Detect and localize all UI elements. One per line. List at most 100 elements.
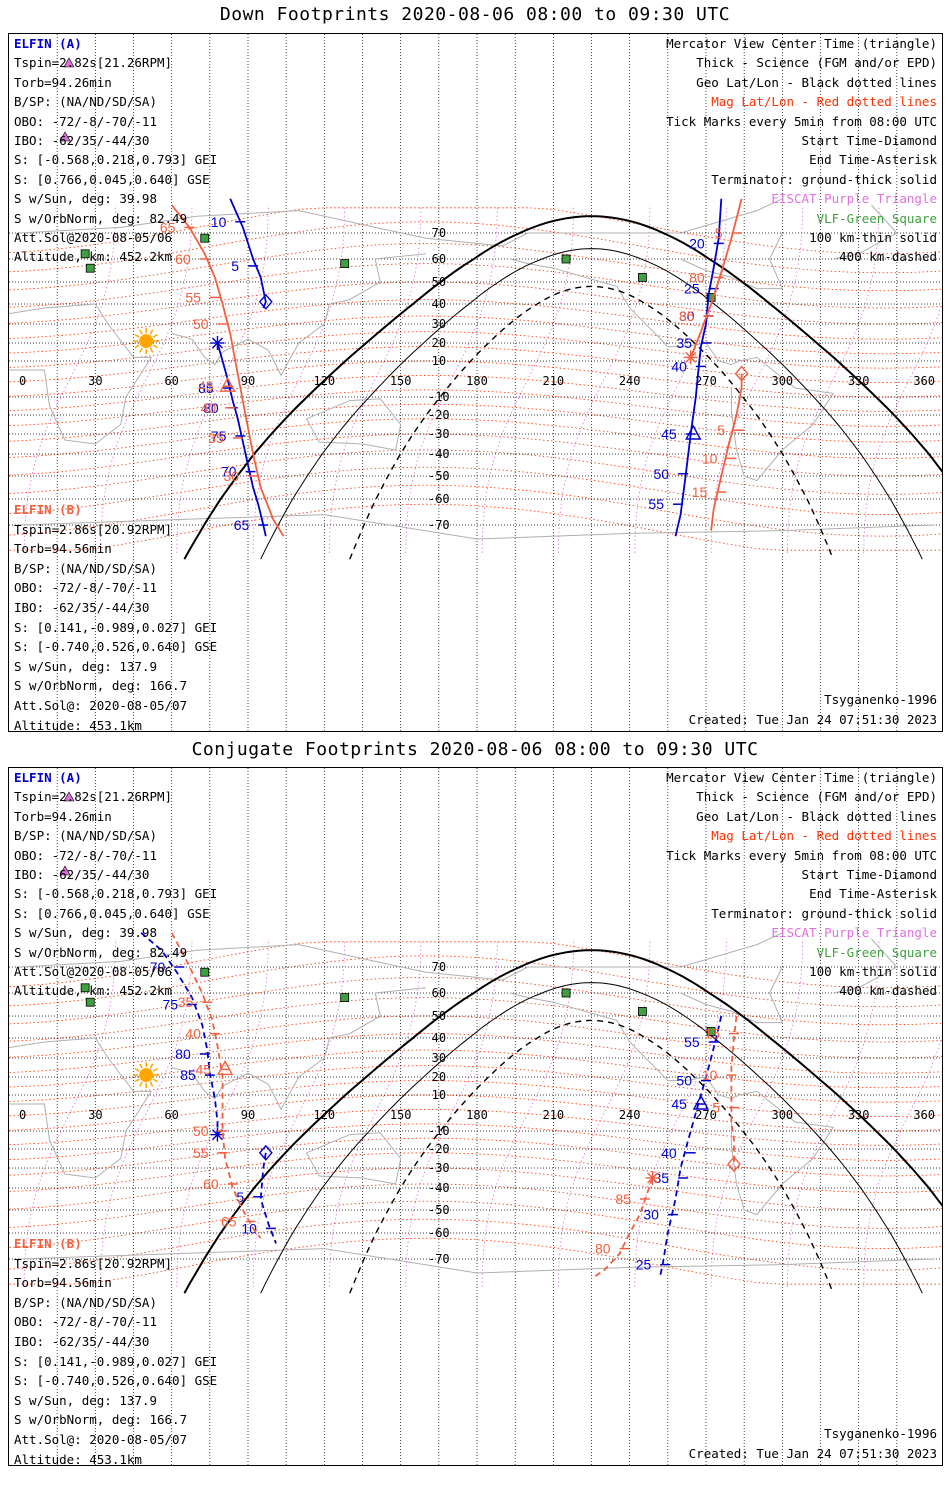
mag-lat-line [9, 484, 942, 537]
elfin-a-info-line: Att.Sol@2020-08-05/06 [14, 230, 173, 245]
track-tick-label: 40 [671, 358, 687, 374]
coastline [306, 398, 402, 451]
coastline [9, 1037, 153, 1179]
sun-ray [149, 1063, 154, 1069]
track-tick-label: 25 [636, 1257, 652, 1273]
track-tick-label: 30 [643, 1207, 659, 1223]
end-asterisk-marker [211, 337, 223, 349]
mag-lat-line [9, 331, 942, 369]
elfin-a-track [140, 932, 219, 1135]
track-tick-label: 80 [595, 1241, 611, 1257]
elfin-b-track [170, 932, 262, 1239]
track-tick-label: 75 [162, 997, 178, 1013]
start-diamond-marker [258, 293, 273, 310]
coastline [833, 938, 898, 994]
track-tick-label: 25 [684, 281, 700, 297]
legend-line: End Time-Asterisk [809, 152, 937, 168]
track-tick-label: 45 [661, 426, 677, 442]
lat-tick-label: 30 [432, 1051, 446, 1065]
coastline [833, 204, 898, 260]
lat-tick-label: -60 [428, 492, 450, 506]
lat-tick-label: -20 [428, 1142, 450, 1156]
sun-ray [139, 329, 143, 335]
elfin-a-info-line: Att.Sol@2020-08-05/06 [14, 964, 173, 979]
vlf-site-marker [85, 997, 95, 1007]
legend-line: Thick - Science (FGM and/or EPD) [696, 789, 937, 805]
lon-tick-label: 150 [390, 374, 412, 388]
elfin-b-info-line: Altitude: 453.1km [14, 1451, 142, 1466]
lon-tick-label: 180 [466, 374, 488, 388]
mag-lat-line [9, 955, 942, 1008]
track-tick-label: 15 [692, 484, 708, 500]
lat-tick-label: -50 [428, 1203, 450, 1217]
lon-tick-label: 240 [619, 1108, 641, 1122]
elfin-a-info-line: Tspin=2.82s[21.26RPM] [14, 55, 173, 71]
track-tick-label: 10 [702, 1067, 718, 1083]
legend-line: Mercator View Center Time (triangle) [666, 36, 937, 51]
elfin-a-name: ELFIN (A) [14, 36, 82, 51]
sun-ray [134, 1067, 140, 1072]
created-timestamp: Created: Tue Jan 24 07:51:30 2023 [688, 712, 937, 727]
track-tick-label: 55 [648, 496, 664, 512]
lon-tick-label: 60 [164, 1108, 178, 1122]
vlf-site-marker [80, 983, 90, 993]
track-tick-label: 15 [704, 1026, 720, 1042]
track-tick-label: 45 [198, 378, 214, 394]
track-tick-label: 55 [684, 1034, 700, 1050]
eiscat-triangle-marker [59, 865, 71, 876]
elfin-b-info-line: IBO: -62/35/-44/30 [14, 1334, 150, 1349]
elfin-a-info-line: B/SP: (NA/ND/SD/SA) [14, 94, 157, 110]
terminator-400km [349, 1019, 834, 1294]
lat-tick-label: 60 [432, 252, 446, 266]
coastline [306, 1132, 402, 1185]
lat-tick-label: 20 [432, 1070, 446, 1084]
mag-lat-line [9, 403, 942, 443]
lon-tick-label: 330 [848, 1108, 870, 1122]
lon-tick-label: 270 [695, 374, 717, 388]
lat-tick-label: 40 [432, 1031, 446, 1045]
lon-tick-label: 210 [542, 1108, 564, 1122]
elfin-b-info-line: IBO: -62/35/-44/30 [14, 600, 150, 615]
mag-lat-line [9, 221, 942, 274]
elfin-a-info-line: S w/OrbNorm, deg: 82.49 [14, 210, 188, 226]
coastline [509, 992, 835, 1216]
mag-lat-line [9, 1218, 942, 1271]
legend-line: Tick Marks every 5min from 08:00 UTC [666, 113, 937, 129]
coastline [18, 514, 936, 540]
elfin-a-info-line: Tspin=2.82s[21.26RPM] [14, 789, 173, 805]
mag-lat-line [9, 299, 942, 340]
lon-tick-label: 120 [313, 374, 335, 388]
model-label: Tsyganenko-1996 [824, 692, 937, 707]
start-diamond-marker [734, 365, 749, 382]
lat-tick-label: 30 [432, 317, 446, 331]
elfin-a-info-line: S: [-0.568,0.218,0.793] GEI [14, 886, 218, 902]
lat-tick-label: -30 [428, 427, 450, 441]
elfin-b-info-line: B/SP: (NA/ND/SD/SA) [14, 560, 157, 576]
legend-line: Thick - Science (FGM and/or EPD) [696, 55, 937, 71]
eiscat-triangle-marker [59, 131, 71, 142]
sun-ray [152, 1078, 158, 1083]
coastline [509, 258, 835, 482]
elfin-a-info-line: Altitude, km: 452.2km [14, 983, 173, 999]
track-tick-label: 55 [193, 1145, 209, 1161]
track-tick-label: 35 [676, 335, 692, 351]
elfin-a-info-line: OBO: -72/-8/-70/-11 [14, 113, 157, 129]
lat-tick-label: 50 [432, 1009, 446, 1023]
lon-tick-label: 270 [695, 1108, 717, 1122]
legend-line: 100 km-thin solid [809, 230, 937, 245]
coastline [680, 232, 784, 290]
sun-ray [134, 1078, 140, 1083]
lat-tick-label: 40 [432, 297, 446, 311]
mag-lat-line [9, 1080, 942, 1118]
legend-line: Mercator View Center Time (triangle) [666, 770, 937, 785]
legend-line: Mag Lat/Lon - Red dotted lines [711, 94, 937, 110]
lat-tick-label: -70 [428, 1252, 450, 1266]
elfin-b-track [170, 204, 285, 537]
coastline [171, 253, 427, 377]
view-center-triangle [219, 376, 236, 392]
created-timestamp: Created: Tue Jan 24 07:51:30 2023 [688, 1446, 937, 1461]
mag-lat-line [9, 263, 942, 309]
mag-lat-line [9, 1237, 942, 1285]
terminator-ground [183, 215, 942, 560]
lon-tick-label: 180 [466, 1108, 488, 1122]
